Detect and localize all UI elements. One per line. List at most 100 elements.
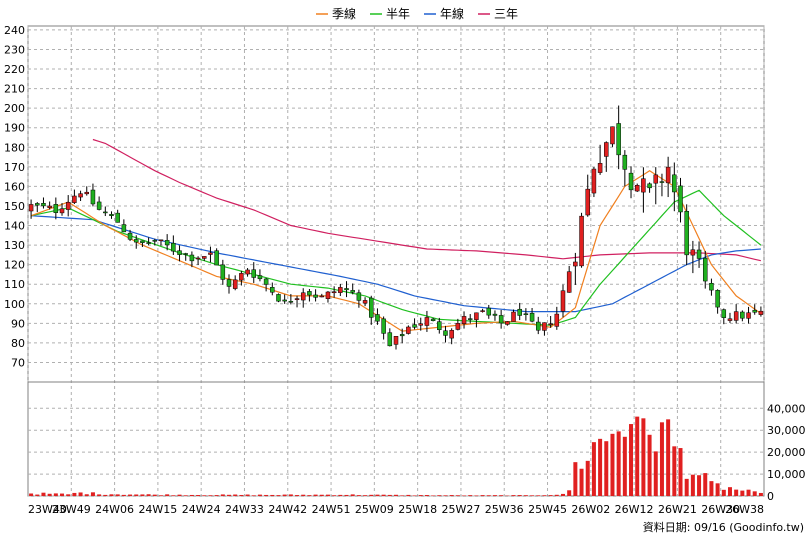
volume-bar: [251, 495, 256, 496]
volume-bar: [276, 495, 281, 496]
volume-tick-label: 30,000: [767, 424, 806, 437]
candle-body: [152, 240, 158, 242]
candle-body: [282, 299, 287, 302]
volume-bar: [727, 487, 732, 496]
candle-body: [350, 290, 355, 293]
candle-body: [560, 290, 566, 312]
volume-bar: [90, 492, 95, 496]
candle-body: [690, 249, 696, 256]
volume-bar: [387, 494, 392, 496]
volume-bar: [641, 418, 646, 496]
candle-body: [53, 204, 59, 213]
candle-body: [232, 279, 238, 289]
candle-body: [585, 188, 590, 216]
candle-body: [294, 298, 300, 300]
candle-body: [412, 324, 417, 328]
volume-bar: [369, 494, 374, 496]
price-tick-label: 170: [4, 161, 25, 174]
volume-bar: [554, 494, 559, 496]
candle-body: [387, 332, 393, 347]
candle-body: [115, 212, 120, 223]
volume-bar: [97, 494, 102, 496]
volume-bar: [517, 495, 522, 496]
volume-bar: [189, 494, 194, 496]
volume-bar: [703, 473, 708, 496]
volume-bar: [146, 494, 151, 496]
x-tick-label: 24W51: [312, 503, 351, 516]
volume-bar: [78, 492, 83, 496]
volume-bar: [400, 495, 405, 496]
volume-bar: [233, 494, 238, 496]
price-tick-label: 120: [4, 259, 25, 272]
candle-body: [208, 252, 213, 255]
volume-bar: [635, 416, 640, 496]
candle-body: [474, 312, 479, 320]
price-tick-label: 240: [4, 24, 25, 37]
candle-body: [369, 297, 374, 318]
candle-body: [740, 311, 745, 319]
x-tick-label: 25W18: [398, 503, 437, 516]
candle-body: [276, 294, 281, 302]
volume-bar: [53, 493, 58, 496]
volume-bar: [715, 483, 720, 496]
price-tick-label: 210: [4, 83, 25, 96]
candle-body: [406, 326, 411, 334]
ma-quarter-line: [30, 169, 762, 332]
candle-body: [653, 174, 659, 184]
x-tick-label: 24W06: [95, 503, 134, 516]
volume-bar: [196, 495, 201, 496]
volume-bar: [585, 460, 590, 496]
x-tick-label: 23W40: [28, 503, 67, 516]
volume-bar: [103, 494, 108, 496]
volume-bar: [394, 494, 398, 496]
price-tick-label: 220: [4, 63, 25, 76]
volume-bar: [721, 489, 726, 496]
volume-bar: [616, 431, 621, 496]
volume-bar: [604, 441, 609, 496]
volume-bar: [264, 494, 269, 496]
candle-body: [195, 257, 201, 260]
volume-bar: [511, 495, 516, 496]
x-tick-label: 25W45: [528, 503, 567, 516]
ma-3year-line: [92, 138, 762, 262]
volume-bar: [431, 495, 436, 496]
candle-body: [381, 318, 386, 334]
candle-body: [727, 318, 733, 321]
candle-body: [84, 191, 90, 195]
candle-body: [251, 269, 256, 278]
volume-bar: [530, 495, 535, 496]
volume-bar: [332, 495, 337, 496]
volume-bar: [406, 494, 411, 496]
candle-body: [517, 308, 522, 316]
price-axis-ticks: 70 80 90 100 110 120 130 140 150 160 170 180 190 200 2…: [4, 24, 25, 370]
candle-body: [183, 253, 188, 255]
candle-body: [418, 323, 423, 326]
candle-body: [672, 174, 677, 193]
candle-body: [307, 291, 312, 296]
volume-bar: [183, 495, 188, 496]
candle-body: [443, 330, 448, 336]
price-tick-label: 80: [11, 337, 25, 350]
x-tick-label: 24W42: [268, 503, 307, 516]
candle-body: [140, 240, 145, 243]
candle-body: [536, 321, 541, 331]
candle-body: [752, 309, 757, 313]
candle-body: [610, 126, 615, 145]
volume-bar: [84, 494, 89, 496]
volume-bar: [363, 495, 368, 496]
candle-body: [171, 242, 176, 252]
volume-bar: [66, 494, 71, 496]
price-tick-label: 90: [11, 317, 25, 330]
candle-body: [430, 318, 436, 321]
candle-body: [121, 224, 127, 233]
volume-bar: [734, 489, 739, 496]
x-tick-label: 26W30: [701, 503, 740, 516]
volume-bar: [313, 494, 318, 496]
candle-body: [109, 214, 114, 216]
volume-bar: [542, 495, 547, 496]
moving-average-lines: [30, 138, 762, 332]
legend-label: 半年: [386, 7, 410, 21]
candle-body: [709, 283, 714, 291]
volume-bar: [573, 462, 578, 496]
candle-body: [202, 256, 207, 259]
